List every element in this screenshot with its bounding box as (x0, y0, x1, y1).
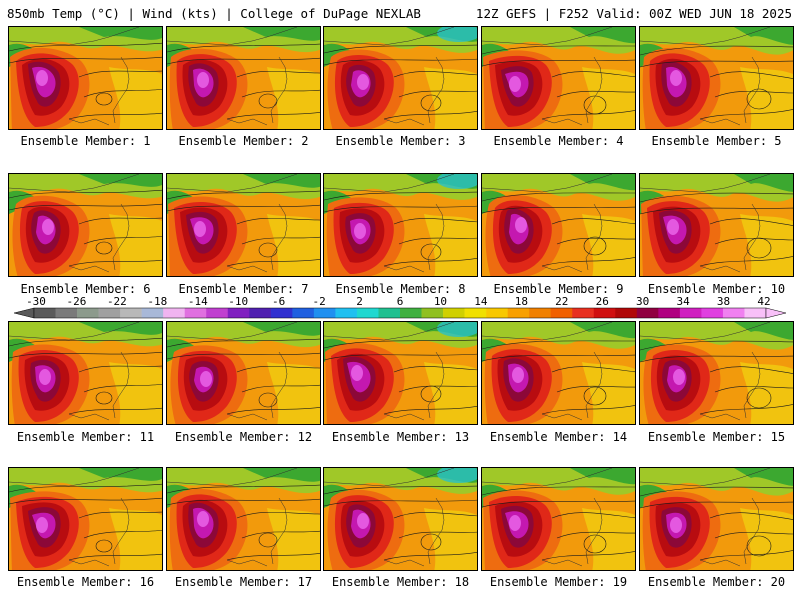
colorbar-tick-label: -6 (272, 295, 286, 308)
colorbar-max-arrow (765, 307, 786, 319)
ensemble-member-19-label: Ensemble Member: 19 (489, 575, 628, 589)
ensemble-member-7-map (166, 173, 321, 277)
ensemble-member-12-label: Ensemble Member: 12 (174, 430, 313, 444)
ensemble-member-8-label: Ensemble Member: 8 (335, 282, 466, 296)
ensemble-member-5-label: Ensemble Member: 5 (651, 134, 782, 148)
ensemble-member-18-map (323, 467, 478, 571)
colorbar-segment (529, 308, 552, 318)
ensemble-member-6-map (8, 173, 163, 277)
colorbar-tick-label: 26 (595, 295, 609, 308)
colorbar-segment (443, 308, 465, 318)
ensemble-member-1-label: Ensemble Member: 1 (20, 134, 151, 148)
colorbar-segment (356, 308, 379, 318)
ensemble-member-13-label: Ensemble Member: 13 (331, 430, 470, 444)
ensemble-member-9-map (481, 173, 636, 277)
ensemble-member-17-map (166, 467, 321, 571)
colorbar-tick-label: 42 (757, 295, 771, 308)
colorbar-segment (120, 308, 142, 318)
colorbar-segment (335, 308, 358, 318)
ensemble-member-6-label: Ensemble Member: 6 (20, 282, 151, 296)
ensemble-member-3-map (323, 26, 478, 130)
colorbar-segment (421, 308, 444, 318)
colorbar-segment (313, 308, 336, 318)
colorbar-segment (636, 308, 659, 318)
ensemble-member-10-map (639, 173, 794, 277)
colorbar-tick-label: 2 (356, 295, 363, 308)
colorbar-segment (249, 308, 272, 318)
ensemble-member-17-label: Ensemble Member: 17 (174, 575, 313, 589)
colorbar-segment (400, 308, 422, 318)
colorbar-tick-label: 6 (396, 295, 404, 308)
ensemble-member-15-map (639, 321, 794, 425)
ensemble-member-2-label: Ensemble Member: 2 (178, 134, 309, 148)
model-run-info: 12Z GEFS | F252 Valid: 00Z WED JUN 18 20… (475, 6, 792, 21)
colorbar-min-arrow (14, 307, 35, 319)
ensemble-member-4-label: Ensemble Member: 4 (493, 134, 624, 148)
colorbar-segment (744, 308, 767, 318)
colorbar-segment (507, 308, 530, 318)
ensemble-member-9-label: Ensemble Member: 9 (493, 282, 624, 296)
colorbar-segment (206, 308, 229, 318)
colorbar-segment (270, 308, 293, 318)
colorbar-segment (184, 308, 207, 318)
colorbar-segment (55, 308, 78, 318)
ensemble-member-11-map (8, 321, 163, 425)
colorbar-segment (572, 308, 595, 318)
ensemble-member-7-label: Ensemble Member: 7 (178, 282, 309, 296)
colorbar-tick-label: -26 (66, 295, 87, 308)
colorbar-tick-label: -30 (26, 295, 46, 308)
colorbar-segment (141, 308, 164, 318)
colorbar-segment (98, 308, 121, 318)
colorbar-segment (722, 308, 745, 318)
ensemble-member-11-label: Ensemble Member: 11 (16, 430, 155, 444)
ensemble-member-18-label: Ensemble Member: 18 (331, 575, 470, 589)
ensemble-member-12-map (166, 321, 321, 425)
ensemble-member-16-map (8, 467, 163, 571)
colorbar-segment (77, 308, 99, 318)
colorbar-tick-label: 18 (514, 295, 528, 308)
colorbar-segment (679, 308, 702, 318)
colorbar-tick-label: 14 (474, 295, 488, 308)
colorbar-tick-label: 10 (433, 295, 448, 308)
ensemble-member-14-map (481, 321, 636, 425)
ensemble-member-15-label: Ensemble Member: 15 (647, 430, 786, 444)
colorbar-segment (550, 308, 573, 318)
colorbar-tick-label: 30 (636, 295, 650, 308)
colorbar-segment (227, 308, 250, 318)
colorbar-segment (658, 308, 681, 318)
temperature-colorbar (14, 307, 786, 319)
colorbar-segment (378, 308, 401, 318)
ensemble-member-4-map (481, 26, 636, 130)
colorbar-segment (34, 308, 56, 318)
colorbar-tick-label: 34 (676, 295, 690, 308)
chart-title: 850mb Temp (°C) | Wind (kts) | College o… (7, 6, 421, 21)
colorbar-tick-label: 22 (555, 295, 569, 308)
colorbar-segment (615, 308, 638, 318)
ensemble-member-19-map (481, 467, 636, 571)
ensemble-member-20-label: Ensemble Member: 20 (647, 575, 786, 589)
colorbar-segment (163, 308, 186, 318)
colorbar-segment (464, 308, 487, 318)
colorbar-segment (593, 308, 616, 318)
colorbar-segment (486, 308, 508, 318)
ensemble-member-5-map (639, 26, 794, 130)
ensemble-member-16-label: Ensemble Member: 16 (16, 575, 155, 589)
ensemble-member-3-label: Ensemble Member: 3 (335, 134, 466, 148)
ensemble-member-8-map (323, 173, 478, 277)
colorbar-tick-label: -14 (187, 295, 208, 308)
colorbar-segment (292, 308, 315, 318)
colorbar-tick-label: -2 (312, 295, 326, 308)
ensemble-member-10-label: Ensemble Member: 10 (647, 282, 786, 296)
colorbar-tick-label: -10 (228, 295, 249, 308)
ensemble-member-20-map (639, 467, 794, 571)
ensemble-member-1-map (8, 26, 163, 130)
colorbar-tick-label: -18 (147, 295, 168, 308)
ensemble-member-13-map (323, 321, 478, 425)
colorbar-segment (701, 308, 724, 318)
ensemble-member-14-label: Ensemble Member: 14 (489, 430, 628, 444)
colorbar-tick-label: -22 (106, 295, 127, 308)
colorbar-tick-label: 38 (716, 295, 731, 308)
ensemble-member-2-map (166, 26, 321, 130)
